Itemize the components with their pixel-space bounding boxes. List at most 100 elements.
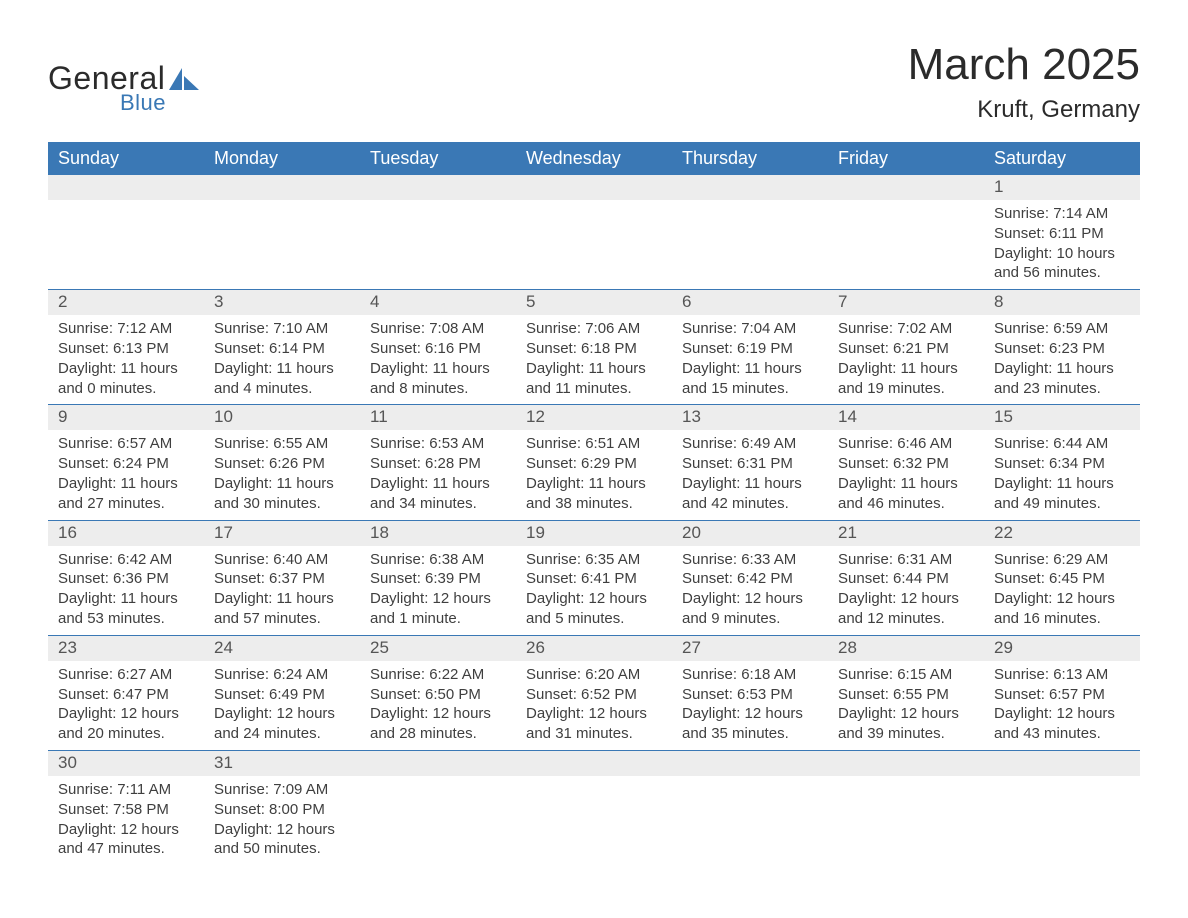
day-number: 26: [516, 636, 672, 661]
sunrise-text: Sunrise: 6:22 AM: [370, 665, 506, 685]
sunset-text: Sunset: 6:11 PM: [994, 224, 1130, 244]
calendar-day-cell: 4Sunrise: 7:08 AMSunset: 6:16 PMDaylight…: [360, 290, 516, 405]
sunrise-text: Sunrise: 7:02 AM: [838, 319, 974, 339]
sunset-text: Sunset: 6:41 PM: [526, 569, 662, 589]
sunrise-text: Sunrise: 6:49 AM: [682, 434, 818, 454]
sunset-text: Sunset: 6:32 PM: [838, 454, 974, 474]
sunset-text: Sunset: 6:39 PM: [370, 569, 506, 589]
day-details: [672, 200, 828, 272]
sunrise-text: Sunrise: 6:59 AM: [994, 319, 1130, 339]
calendar-day-cell: 13Sunrise: 6:49 AMSunset: 6:31 PMDayligh…: [672, 405, 828, 520]
day-number: 3: [204, 290, 360, 315]
sunrise-text: Sunrise: 6:13 AM: [994, 665, 1130, 685]
day-number: [48, 175, 204, 200]
calendar-day-cell: 7Sunrise: 7:02 AMSunset: 6:21 PMDaylight…: [828, 290, 984, 405]
day-number: 28: [828, 636, 984, 661]
day-number: 5: [516, 290, 672, 315]
calendar-day-cell: [516, 175, 672, 290]
day-number: 4: [360, 290, 516, 315]
daylight-text: Daylight: 11 hours and 46 minutes.: [838, 474, 974, 514]
sunrise-text: Sunrise: 6:20 AM: [526, 665, 662, 685]
day-number: [672, 175, 828, 200]
weekday-header-row: Sunday Monday Tuesday Wednesday Thursday…: [48, 142, 1140, 175]
weekday-header: Tuesday: [360, 142, 516, 175]
calendar-week-row: 16Sunrise: 6:42 AMSunset: 6:36 PMDayligh…: [48, 520, 1140, 635]
calendar-day-cell: 26Sunrise: 6:20 AMSunset: 6:52 PMDayligh…: [516, 635, 672, 750]
day-details: Sunrise: 7:08 AMSunset: 6:16 PMDaylight:…: [360, 315, 516, 404]
daylight-text: Daylight: 12 hours and 50 minutes.: [214, 820, 350, 860]
day-number: 20: [672, 521, 828, 546]
sunrise-text: Sunrise: 7:14 AM: [994, 204, 1130, 224]
daylight-text: Daylight: 12 hours and 28 minutes.: [370, 704, 506, 744]
logo-sail-icon: [169, 66, 199, 94]
calendar-day-cell: 29Sunrise: 6:13 AMSunset: 6:57 PMDayligh…: [984, 635, 1140, 750]
day-number: 27: [672, 636, 828, 661]
sunset-text: Sunset: 6:29 PM: [526, 454, 662, 474]
day-details: [204, 200, 360, 272]
sunset-text: Sunset: 6:45 PM: [994, 569, 1130, 589]
day-number: 29: [984, 636, 1140, 661]
calendar-day-cell: [360, 750, 516, 865]
weekday-header: Sunday: [48, 142, 204, 175]
weekday-header: Thursday: [672, 142, 828, 175]
day-details: [828, 776, 984, 848]
day-number: 25: [360, 636, 516, 661]
calendar-day-cell: [672, 750, 828, 865]
day-number: 23: [48, 636, 204, 661]
sunrise-text: Sunrise: 6:27 AM: [58, 665, 194, 685]
daylight-text: Daylight: 11 hours and 53 minutes.: [58, 589, 194, 629]
day-details: Sunrise: 6:35 AMSunset: 6:41 PMDaylight:…: [516, 546, 672, 635]
calendar-day-cell: 14Sunrise: 6:46 AMSunset: 6:32 PMDayligh…: [828, 405, 984, 520]
weekday-header: Saturday: [984, 142, 1140, 175]
day-details: Sunrise: 6:22 AMSunset: 6:50 PMDaylight:…: [360, 661, 516, 750]
sunrise-text: Sunrise: 6:15 AM: [838, 665, 974, 685]
calendar-day-cell: 8Sunrise: 6:59 AMSunset: 6:23 PMDaylight…: [984, 290, 1140, 405]
day-number: 22: [984, 521, 1140, 546]
daylight-text: Daylight: 11 hours and 4 minutes.: [214, 359, 350, 399]
daylight-text: Daylight: 11 hours and 42 minutes.: [682, 474, 818, 514]
daylight-text: Daylight: 12 hours and 1 minute.: [370, 589, 506, 629]
weekday-header: Monday: [204, 142, 360, 175]
sunrise-text: Sunrise: 7:11 AM: [58, 780, 194, 800]
sunset-text: Sunset: 6:37 PM: [214, 569, 350, 589]
day-details: Sunrise: 7:14 AMSunset: 6:11 PMDaylight:…: [984, 200, 1140, 289]
day-details: Sunrise: 6:49 AMSunset: 6:31 PMDaylight:…: [672, 430, 828, 519]
daylight-text: Daylight: 11 hours and 57 minutes.: [214, 589, 350, 629]
calendar-day-cell: 9Sunrise: 6:57 AMSunset: 6:24 PMDaylight…: [48, 405, 204, 520]
day-details: Sunrise: 6:18 AMSunset: 6:53 PMDaylight:…: [672, 661, 828, 750]
daylight-text: Daylight: 11 hours and 34 minutes.: [370, 474, 506, 514]
calendar-day-cell: 5Sunrise: 7:06 AMSunset: 6:18 PMDaylight…: [516, 290, 672, 405]
daylight-text: Daylight: 11 hours and 23 minutes.: [994, 359, 1130, 399]
calendar-day-cell: 21Sunrise: 6:31 AMSunset: 6:44 PMDayligh…: [828, 520, 984, 635]
daylight-text: Daylight: 12 hours and 16 minutes.: [994, 589, 1130, 629]
calendar-day-cell: [204, 175, 360, 290]
sunrise-text: Sunrise: 7:06 AM: [526, 319, 662, 339]
sunrise-text: Sunrise: 6:40 AM: [214, 550, 350, 570]
daylight-text: Daylight: 11 hours and 38 minutes.: [526, 474, 662, 514]
day-number: [516, 751, 672, 776]
sunset-text: Sunset: 6:52 PM: [526, 685, 662, 705]
calendar-day-cell: 20Sunrise: 6:33 AMSunset: 6:42 PMDayligh…: [672, 520, 828, 635]
day-number: 10: [204, 405, 360, 430]
day-number: [828, 751, 984, 776]
sunrise-text: Sunrise: 6:24 AM: [214, 665, 350, 685]
day-number: 17: [204, 521, 360, 546]
day-number: [360, 175, 516, 200]
calendar-day-cell: 22Sunrise: 6:29 AMSunset: 6:45 PMDayligh…: [984, 520, 1140, 635]
calendar-day-cell: 11Sunrise: 6:53 AMSunset: 6:28 PMDayligh…: [360, 405, 516, 520]
day-details: [672, 776, 828, 848]
daylight-text: Daylight: 12 hours and 5 minutes.: [526, 589, 662, 629]
day-details: Sunrise: 7:09 AMSunset: 8:00 PMDaylight:…: [204, 776, 360, 865]
day-number: 24: [204, 636, 360, 661]
daylight-text: Daylight: 12 hours and 9 minutes.: [682, 589, 818, 629]
daylight-text: Daylight: 11 hours and 8 minutes.: [370, 359, 506, 399]
sunrise-text: Sunrise: 6:18 AM: [682, 665, 818, 685]
sunset-text: Sunset: 6:18 PM: [526, 339, 662, 359]
day-details: Sunrise: 7:11 AMSunset: 7:58 PMDaylight:…: [48, 776, 204, 865]
calendar-week-row: 23Sunrise: 6:27 AMSunset: 6:47 PMDayligh…: [48, 635, 1140, 750]
day-details: [360, 776, 516, 848]
logo-text-blue: Blue: [120, 92, 199, 114]
sunrise-text: Sunrise: 6:44 AM: [994, 434, 1130, 454]
calendar-day-cell: 3Sunrise: 7:10 AMSunset: 6:14 PMDaylight…: [204, 290, 360, 405]
calendar-day-cell: 19Sunrise: 6:35 AMSunset: 6:41 PMDayligh…: [516, 520, 672, 635]
